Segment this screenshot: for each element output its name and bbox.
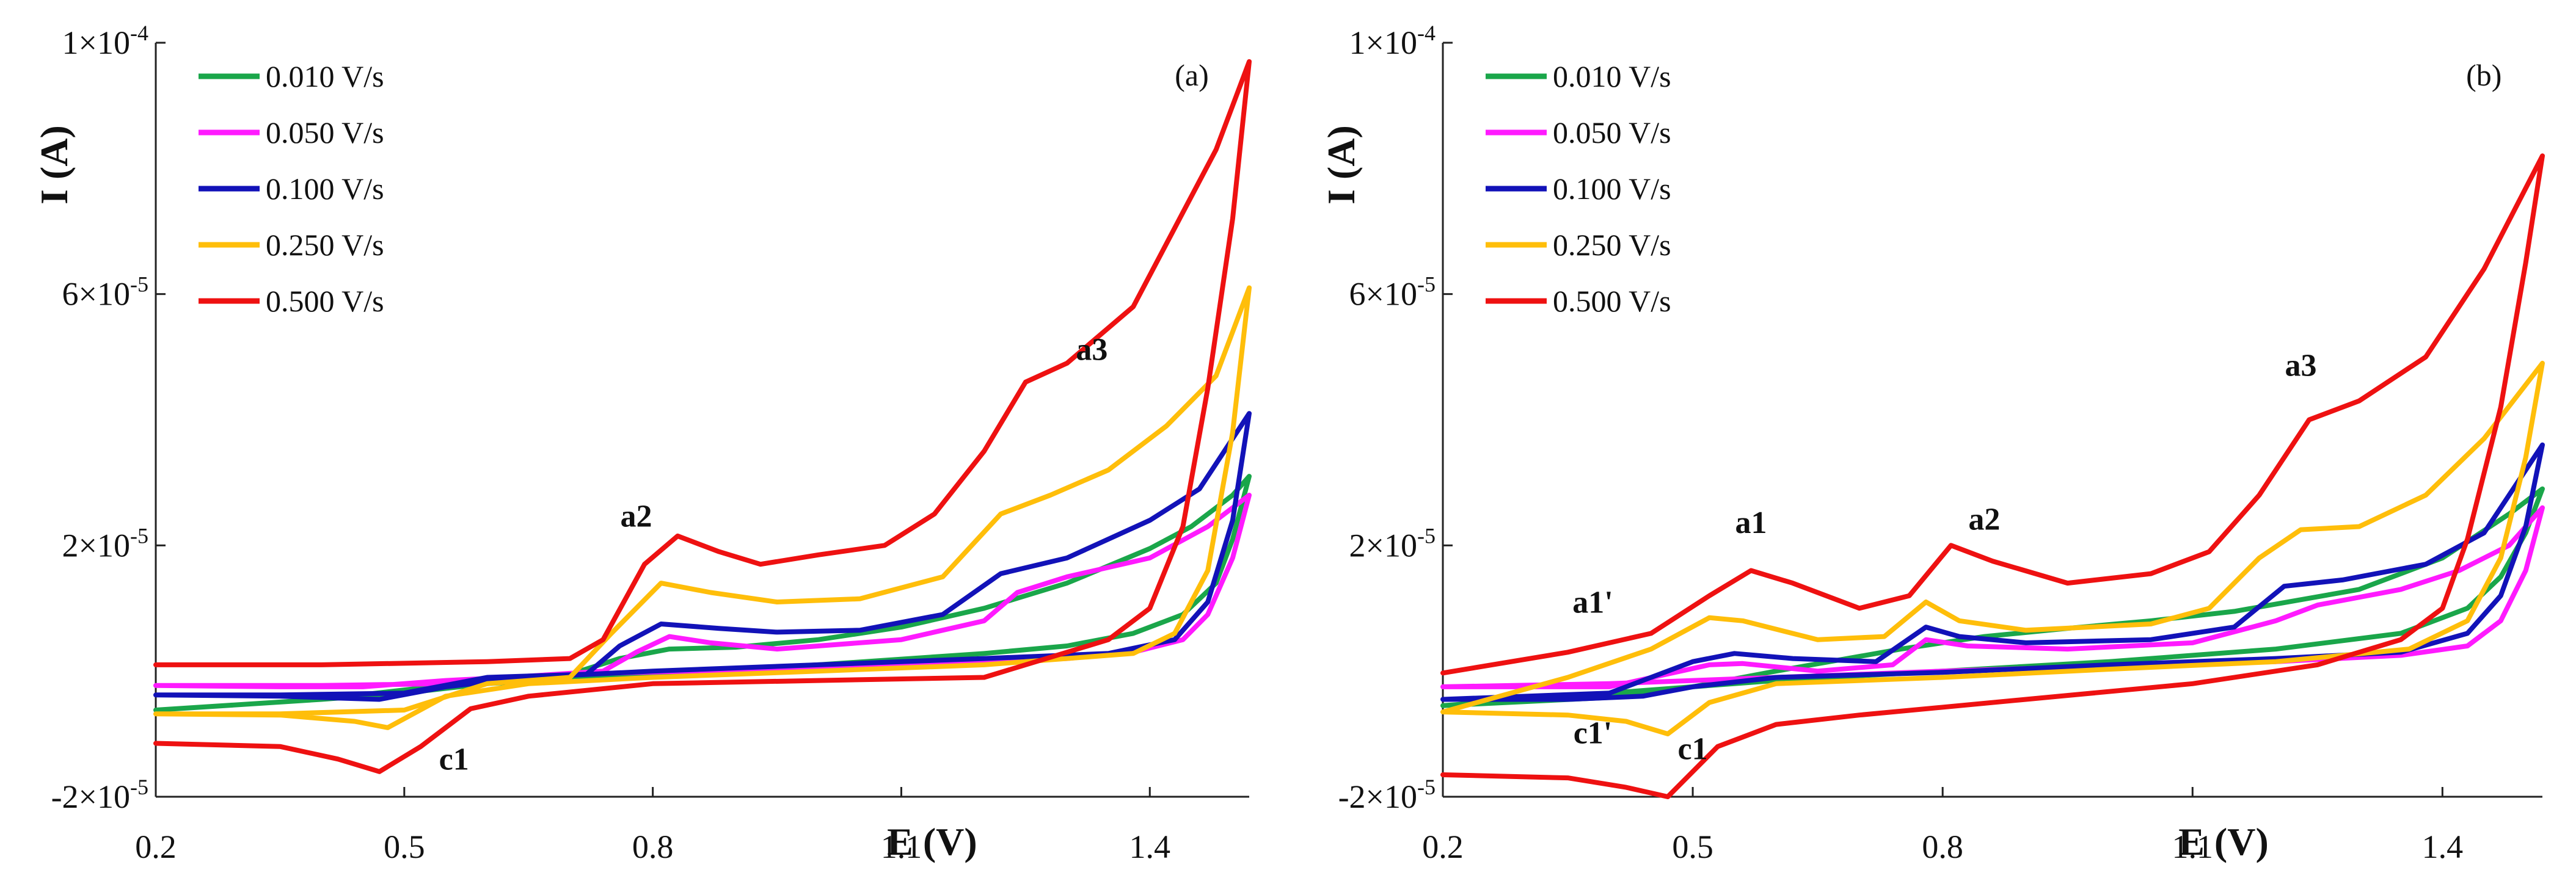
series-line-0-500-v-s [153, 59, 1252, 774]
annotation-a3: a3 [1076, 333, 1107, 368]
legend-label: 0.500 V/s [266, 284, 384, 318]
x-tick-label: 0.5 [384, 828, 425, 865]
annotation-c1: c1 [439, 742, 469, 777]
legend-label: 0.050 V/s [1553, 115, 1671, 150]
legend-label: 0.100 V/s [1553, 172, 1671, 206]
x-tick-label: 1.4 [1129, 828, 1171, 865]
y-tick-label: 6×10-5 [1349, 272, 1436, 313]
legend-label: 0.010 V/s [266, 59, 384, 93]
annotation-a2: a2 [621, 499, 652, 534]
legend-label: 0.500 V/s [1553, 284, 1671, 318]
legend-label: 0.250 V/s [1553, 228, 1671, 262]
y-tick-label: -2×10-5 [51, 775, 148, 815]
x-tick-label: 0.2 [135, 828, 177, 865]
y-axis-title: I (A) [32, 125, 76, 205]
panel-a: -2×10-5 2×10-5 6×10-5 1×10-4 0.2 0.5 0.8 1.1 1.4… [32, 21, 1252, 865]
annotation-a1: a1 [1735, 506, 1767, 540]
x-tick-label: 1.1 [881, 828, 922, 865]
annotation-c1: c1 [1678, 731, 1708, 766]
y-axis-title: I (A) [1319, 125, 1363, 205]
annotation-a1: a1' [1572, 585, 1613, 620]
panel-label: (b) [2466, 58, 2501, 92]
annotation-a2: a2 [1968, 502, 2000, 537]
y-tick-label: -2×10-5 [1338, 775, 1436, 815]
y-tick-label: 1×10-4 [62, 21, 148, 61]
legend-label: 0.250 V/s [266, 228, 384, 262]
annotation-a3: a3 [2285, 348, 2317, 383]
panel-b: -2×10-5 2×10-5 6×10-5 1×10-4 0.2 0.5 0.8 1.1 1.4… [1319, 21, 2545, 865]
y-tick-label: 6×10-5 [62, 272, 148, 313]
x-tick-label: 0.8 [1922, 828, 1963, 865]
y-tick-label: 2×10-5 [1349, 523, 1436, 564]
x-tick-label: 0.2 [1422, 828, 1464, 865]
legend-label: 0.010 V/s [1553, 59, 1671, 93]
x-axis-title: E (V) [2178, 820, 2269, 863]
y-tick-label: 2×10-5 [62, 523, 148, 564]
x-axis-title: E (V) [887, 820, 977, 863]
legend-label: 0.050 V/s [266, 115, 384, 150]
series-line-0-100-v-s [153, 411, 1252, 702]
x-tick-label: 0.8 [632, 828, 674, 865]
x-tick-label: 0.5 [1672, 828, 1713, 865]
annotation-c1: c1' [1574, 716, 1613, 751]
x-tick-label: 1.1 [2172, 828, 2214, 865]
y-tick-label: 1×10-4 [1349, 21, 1436, 61]
legend-label: 0.100 V/s [266, 172, 384, 206]
series-line-0-100-v-s [1440, 442, 2545, 702]
x-tick-label: 1.4 [2422, 828, 2464, 865]
panel-label: (a) [1175, 58, 1209, 92]
series-line-0-500-v-s [1440, 153, 2545, 799]
series-line-0-250-v-s [1440, 360, 2545, 737]
